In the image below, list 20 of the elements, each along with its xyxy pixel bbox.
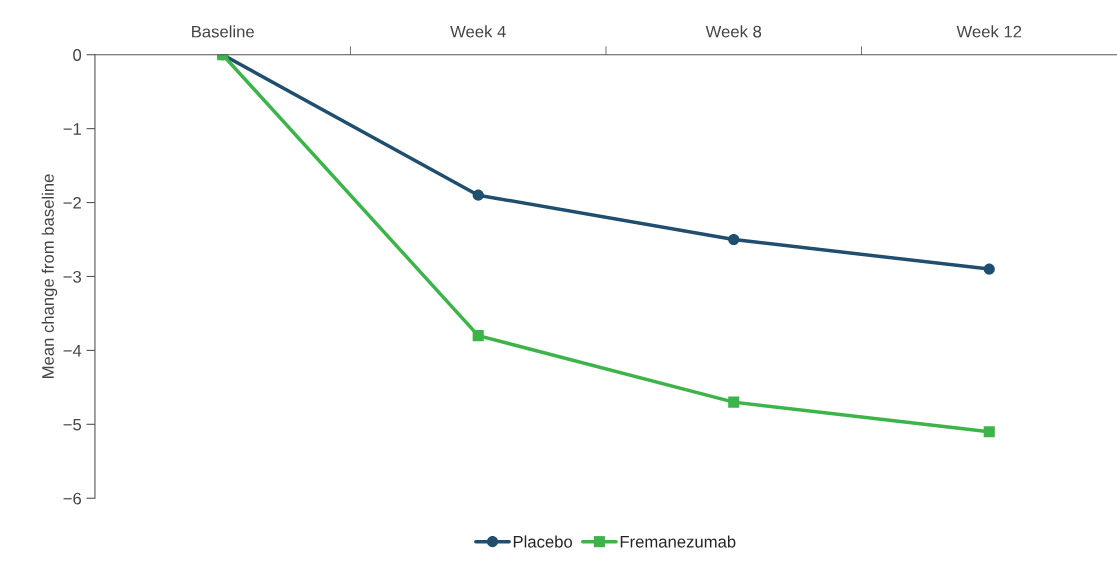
y-axis-title: Mean change from baseline — [41, 174, 58, 378]
y-tick-label: −3 — [63, 270, 82, 283]
legend-label: Fremanezumab — [620, 535, 736, 548]
point — [472, 189, 484, 201]
y-tick-label: −6 — [63, 492, 82, 505]
y-tick-label: −4 — [63, 344, 82, 357]
y-tick-label: −1 — [63, 123, 81, 135]
point — [472, 330, 484, 342]
y-tick-label: −2 — [63, 196, 81, 209]
x-tick-label: Week 8 — [705, 25, 762, 38]
x-tick-label: Week 12 — [956, 25, 1022, 38]
legend-label: Placebo — [513, 535, 573, 548]
point — [728, 396, 740, 408]
point — [983, 263, 995, 275]
point — [983, 426, 995, 438]
x-tick-label: Week 4 — [450, 25, 506, 38]
y-tick-label: 0 — [73, 49, 82, 61]
x-tick-label: Baseline — [192, 25, 254, 38]
y-tick-label: −5 — [63, 418, 82, 431]
point — [728, 233, 740, 246]
